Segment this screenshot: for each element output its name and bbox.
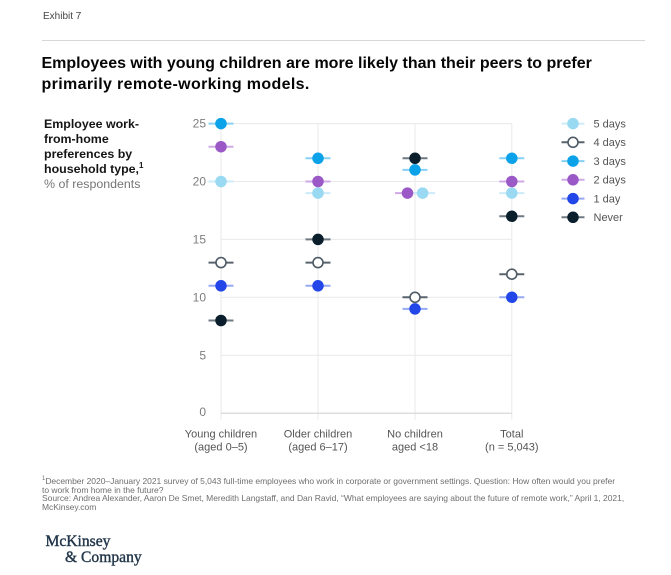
svg-text:0: 0 xyxy=(199,405,206,419)
svg-text:(aged 0–5): (aged 0–5) xyxy=(194,442,247,454)
svg-text:(aged 6–17): (aged 6–17) xyxy=(288,442,347,454)
svg-text:Young children: Young children xyxy=(185,429,257,441)
svg-text:Never: Never xyxy=(594,212,624,224)
svg-text:20: 20 xyxy=(193,175,207,189)
svg-text:5 days: 5 days xyxy=(594,119,627,131)
svg-text:(n = 5,043): (n = 5,043) xyxy=(485,442,539,454)
svg-text:Older children: Older children xyxy=(284,429,352,441)
svg-text:5: 5 xyxy=(199,348,206,362)
svg-text:4 days: 4 days xyxy=(594,137,627,149)
svg-text:25: 25 xyxy=(193,117,207,131)
svg-text:Total: Total xyxy=(500,429,523,441)
svg-text:3 days: 3 days xyxy=(594,156,627,168)
svg-text:2 days: 2 days xyxy=(594,175,627,187)
svg-text:1 day: 1 day xyxy=(594,194,621,206)
svg-text:10: 10 xyxy=(193,290,207,304)
svg-text:No children: No children xyxy=(387,429,443,441)
svg-text:15: 15 xyxy=(193,233,207,247)
svg-text:aged <18: aged <18 xyxy=(392,442,438,454)
